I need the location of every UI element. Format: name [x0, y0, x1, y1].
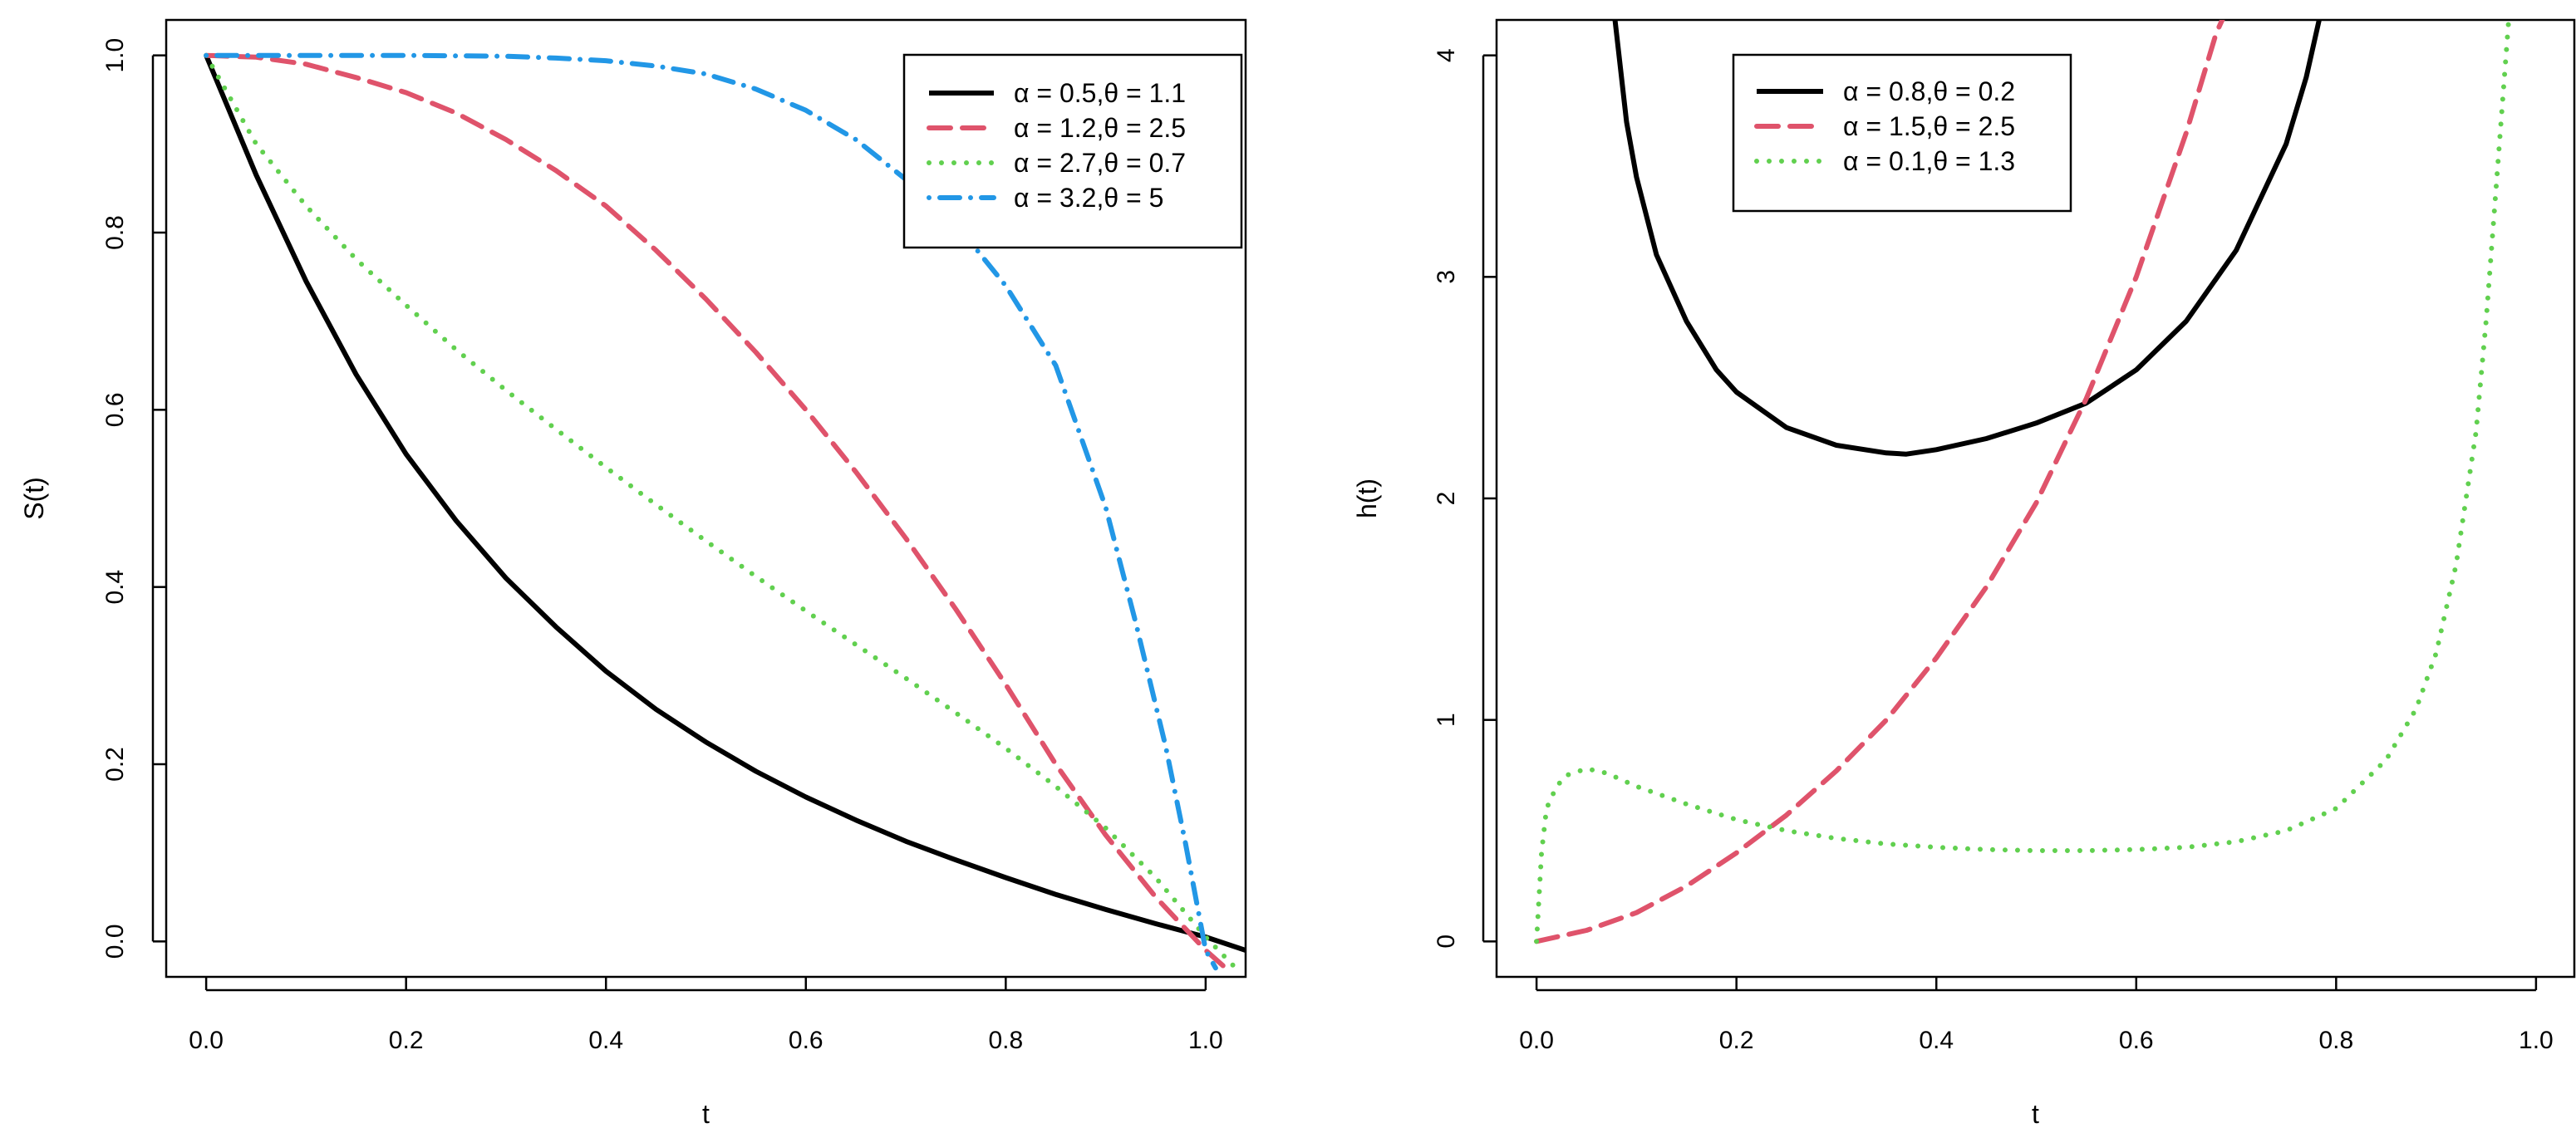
y-tick-label: 0.8 [101, 215, 129, 250]
x-tick-label: 0.2 [389, 1027, 424, 1054]
series-line-3 [1534, 20, 2512, 944]
y-tick-label: 4 [1433, 48, 1460, 62]
y-tick-label: 1.0 [101, 38, 129, 73]
y-axis-title: S(t) [19, 477, 49, 520]
series-group [1534, 20, 2512, 944]
y-tick-label: 1 [1433, 713, 1460, 727]
legend-label-2: α = 1.5,θ = 2.5 [1843, 111, 2015, 141]
y-tick-label: 0.6 [101, 392, 129, 427]
x-tick-label: 0.6 [2119, 1027, 2154, 1054]
x-tick-label: 0.4 [1919, 1027, 1954, 1054]
legend-label-1: α = 0.8,θ = 0.2 [1843, 76, 2015, 106]
legend-label-4: α = 3.2,θ = 5 [1014, 183, 1163, 213]
y-tick-label: 2 [1433, 492, 1460, 506]
legend-label-3: α = 0.1,θ = 1.3 [1843, 146, 2015, 176]
legend-box [1732, 53, 2072, 213]
x-tick-label: 0.0 [189, 1027, 224, 1054]
y-tick-label: 0.0 [101, 924, 129, 959]
x-tick-label: 0.8 [988, 1027, 1023, 1054]
plot-frame [165, 18, 1247, 979]
y-tick-label: 0.2 [101, 747, 129, 782]
x-tick-label: 1.0 [2519, 1027, 2554, 1054]
y-tick-label: 3 [1433, 270, 1460, 284]
legend-label-2: α = 1.2,θ = 2.5 [1014, 113, 1186, 143]
x-axis-title: t [702, 1099, 710, 1129]
y-tick-label: 0.4 [101, 570, 129, 605]
x-axis-title: t [2032, 1099, 2039, 1129]
legend: α = 0.5,θ = 1.1 α = 1.2,θ = 2.5 α = 2.7,θ … [902, 53, 1243, 249]
series-line-2 [204, 52, 1228, 971]
y-tick-label: 0 [1433, 935, 1460, 949]
series-line-2 [1534, 20, 2225, 944]
series-line-1 [204, 54, 1246, 953]
hazard-function-panel: 0.0 0.2 0.4 0.6 0.8 1.0 0 1 2 3 4 t h(t) α = 0.8,θ = … [1352, 18, 2576, 1129]
legend-label-1: α = 0.5,θ = 1.1 [1014, 78, 1186, 108]
x-tick-label: 1.0 [1188, 1027, 1223, 1054]
legend-box [902, 53, 1243, 249]
series-line-3 [204, 52, 1238, 971]
series-line-4 [204, 52, 1218, 971]
x-tick-label: 0.4 [588, 1027, 623, 1054]
series-line-1 [1612, 20, 2322, 457]
x-tick-label: 0.0 [1519, 1027, 1554, 1054]
x-tick-label: 0.6 [789, 1027, 823, 1054]
series-group [204, 52, 1246, 971]
survival-function-panel: 0.0 0.2 0.4 0.6 0.8 1.0 0.0 0.2 0.4 0.6 0.8 1.0 t S(t… [19, 18, 1247, 1129]
legend-label-3: α = 2.7,θ = 0.7 [1014, 148, 1186, 178]
x-tick-label: 0.8 [2318, 1027, 2353, 1054]
legend: α = 0.8,θ = 0.2 α = 1.5,θ = 2.5 α = 0.1,θ … [1732, 53, 2072, 213]
x-tick-label: 0.2 [1719, 1027, 1754, 1054]
y-axis-title: h(t) [1352, 478, 1382, 518]
